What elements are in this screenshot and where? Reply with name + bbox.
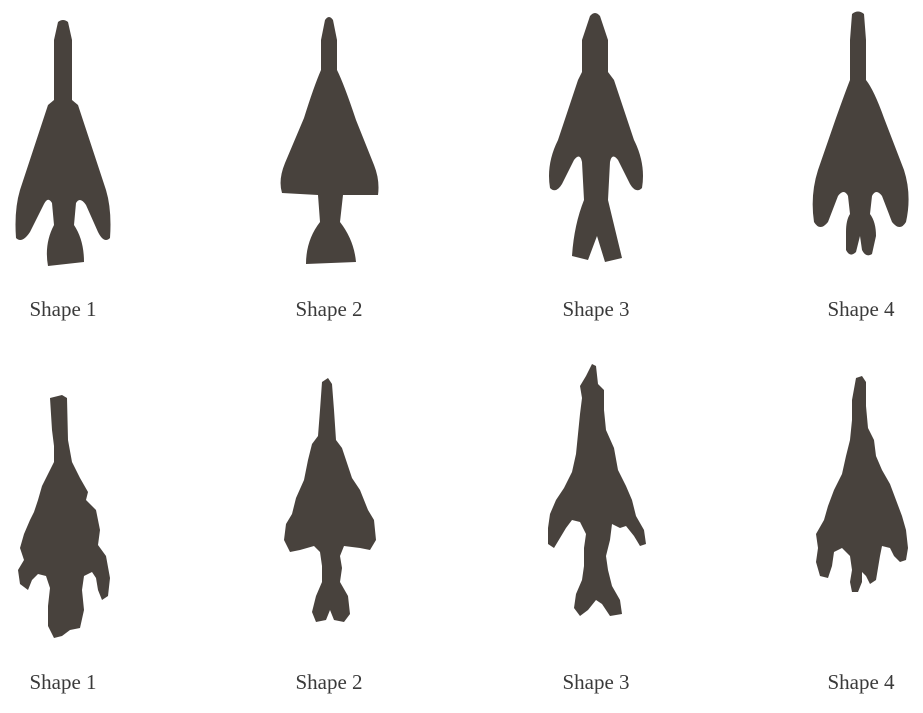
shape-1-label-top: Shape 1 [29,297,97,321]
rough-arrowhead-barbed-icon [18,395,110,638]
rough-arrowhead-three-prong-icon [816,376,908,592]
shape-2-label-bottom: Shape 2 [295,670,363,694]
rough-arrowhead-triangular-icon [284,378,376,622]
arrowhead-forked-stem-icon [549,13,643,262]
shape-3-label-top: Shape 3 [562,297,630,321]
arrowhead-triangular-stem-icon [280,17,379,264]
rough-arrowhead-forked-icon [548,364,646,616]
shape-3-label-bottom: Shape 3 [562,670,630,694]
arrowhead-three-prong-icon [812,11,909,256]
shape-4-label-bottom: Shape 4 [827,670,895,694]
shape-1-label-bottom: Shape 1 [29,670,97,694]
shape-4-label-top: Shape 4 [827,297,895,321]
arrowhead-barbed-stem-icon [15,20,111,266]
shape-2-label-top: Shape 2 [295,297,363,321]
